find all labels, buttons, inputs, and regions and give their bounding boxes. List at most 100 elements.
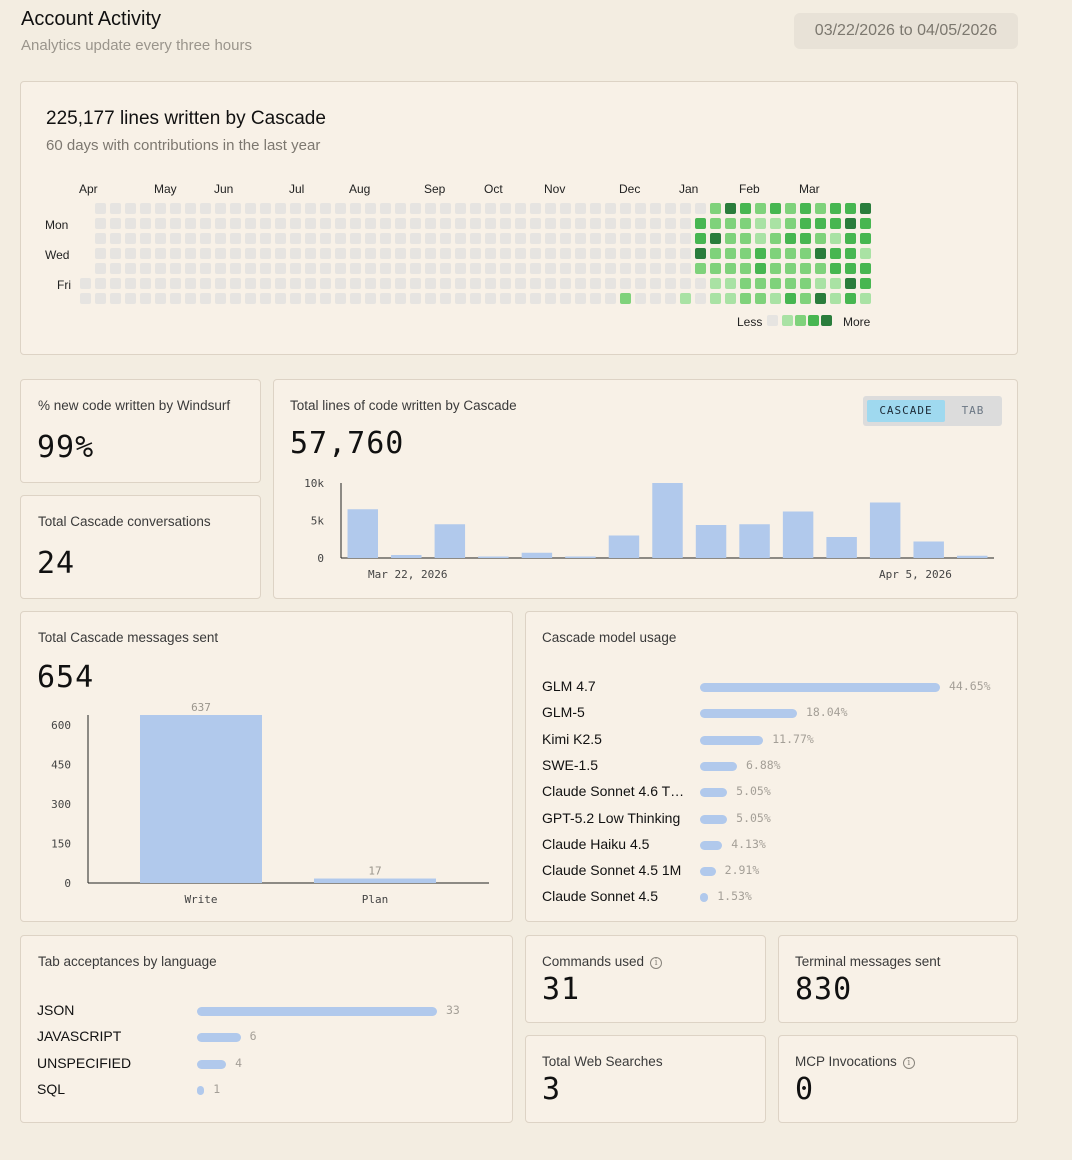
heatmap-cell[interactable] bbox=[245, 278, 256, 289]
heatmap-cell[interactable] bbox=[575, 263, 586, 274]
heatmap-cell[interactable] bbox=[710, 278, 721, 289]
heatmap-cell[interactable] bbox=[815, 278, 826, 289]
heatmap-cell[interactable] bbox=[485, 278, 496, 289]
heatmap-cell[interactable] bbox=[680, 218, 691, 229]
heatmap-cell[interactable] bbox=[725, 233, 736, 244]
heatmap-cell[interactable] bbox=[635, 263, 646, 274]
heatmap-cell[interactable] bbox=[830, 203, 841, 214]
heatmap-cell[interactable] bbox=[485, 203, 496, 214]
heatmap-cell[interactable] bbox=[575, 278, 586, 289]
heatmap-cell[interactable] bbox=[740, 203, 751, 214]
heatmap-cell[interactable] bbox=[860, 218, 871, 229]
heatmap-cell[interactable] bbox=[290, 293, 301, 304]
heatmap-cell[interactable] bbox=[815, 263, 826, 274]
heatmap-cell[interactable] bbox=[695, 263, 706, 274]
heatmap-cell[interactable] bbox=[710, 248, 721, 259]
heatmap-cell[interactable] bbox=[410, 248, 421, 259]
heatmap-cell[interactable] bbox=[215, 248, 226, 259]
heatmap-cell[interactable] bbox=[275, 203, 286, 214]
heatmap-cell[interactable] bbox=[485, 218, 496, 229]
heatmap-cell[interactable] bbox=[125, 233, 136, 244]
heatmap-cell[interactable] bbox=[635, 248, 646, 259]
heatmap-cell[interactable] bbox=[365, 233, 376, 244]
heatmap-cell[interactable] bbox=[470, 218, 481, 229]
heatmap-cell[interactable] bbox=[530, 248, 541, 259]
heatmap-cell[interactable] bbox=[110, 218, 121, 229]
heatmap-cell[interactable] bbox=[335, 203, 346, 214]
heatmap-cell[interactable] bbox=[170, 278, 181, 289]
heatmap-cell[interactable] bbox=[215, 233, 226, 244]
heatmap-cell[interactable] bbox=[335, 233, 346, 244]
heatmap-cell[interactable] bbox=[395, 263, 406, 274]
heatmap-cell[interactable] bbox=[335, 263, 346, 274]
heatmap-cell[interactable] bbox=[485, 263, 496, 274]
heatmap-cell[interactable] bbox=[620, 263, 631, 274]
heatmap-cell[interactable] bbox=[590, 218, 601, 229]
heatmap-cell[interactable] bbox=[275, 218, 286, 229]
heatmap-cell[interactable] bbox=[95, 293, 106, 304]
heatmap-cell[interactable] bbox=[575, 233, 586, 244]
heatmap-cell[interactable] bbox=[680, 233, 691, 244]
heatmap-cell[interactable] bbox=[710, 263, 721, 274]
heatmap-cell[interactable] bbox=[335, 248, 346, 259]
heatmap-cell[interactable] bbox=[455, 203, 466, 214]
heatmap-cell[interactable] bbox=[845, 233, 856, 244]
heatmap-cell[interactable] bbox=[245, 263, 256, 274]
heatmap-cell[interactable] bbox=[605, 203, 616, 214]
heatmap-cell[interactable] bbox=[845, 218, 856, 229]
heatmap-cell[interactable] bbox=[350, 203, 361, 214]
heatmap-cell[interactable] bbox=[620, 278, 631, 289]
heatmap-cell[interactable] bbox=[845, 293, 856, 304]
heatmap-cell[interactable] bbox=[170, 233, 181, 244]
heatmap-cell[interactable] bbox=[290, 203, 301, 214]
heatmap-cell[interactable] bbox=[545, 263, 556, 274]
heatmap-cell[interactable] bbox=[830, 278, 841, 289]
heatmap-cell[interactable] bbox=[290, 233, 301, 244]
heatmap-cell[interactable] bbox=[125, 248, 136, 259]
heatmap-cell[interactable] bbox=[770, 203, 781, 214]
heatmap-cell[interactable] bbox=[200, 293, 211, 304]
heatmap-cell[interactable] bbox=[440, 248, 451, 259]
heatmap-cell[interactable] bbox=[245, 248, 256, 259]
heatmap-cell[interactable] bbox=[140, 263, 151, 274]
heatmap-cell[interactable] bbox=[110, 248, 121, 259]
heatmap-cell[interactable] bbox=[320, 203, 331, 214]
heatmap-cell[interactable] bbox=[380, 248, 391, 259]
heatmap-cell[interactable] bbox=[605, 233, 616, 244]
heatmap-cell[interactable] bbox=[695, 293, 706, 304]
heatmap-cell[interactable] bbox=[380, 233, 391, 244]
heatmap-cell[interactable] bbox=[860, 263, 871, 274]
heatmap-cell[interactable] bbox=[320, 233, 331, 244]
heatmap-cell[interactable] bbox=[530, 263, 541, 274]
heatmap-cell[interactable] bbox=[635, 233, 646, 244]
heatmap-cell[interactable] bbox=[725, 293, 736, 304]
heatmap-cell[interactable] bbox=[680, 248, 691, 259]
heatmap-cell[interactable] bbox=[440, 293, 451, 304]
heatmap-cell[interactable] bbox=[800, 218, 811, 229]
heatmap-cell[interactable] bbox=[125, 203, 136, 214]
heatmap-cell[interactable] bbox=[95, 203, 106, 214]
heatmap-cell[interactable] bbox=[215, 293, 226, 304]
heatmap-cell[interactable] bbox=[320, 218, 331, 229]
heatmap-cell[interactable] bbox=[320, 293, 331, 304]
heatmap-cell[interactable] bbox=[560, 233, 571, 244]
heatmap-cell[interactable] bbox=[755, 248, 766, 259]
heatmap-cell[interactable] bbox=[155, 263, 166, 274]
heatmap-cell[interactable] bbox=[425, 293, 436, 304]
heatmap-cell[interactable] bbox=[275, 278, 286, 289]
heatmap-cell[interactable] bbox=[455, 293, 466, 304]
heatmap-cell[interactable] bbox=[830, 233, 841, 244]
heatmap-cell[interactable] bbox=[800, 293, 811, 304]
heatmap-cell[interactable] bbox=[275, 263, 286, 274]
heatmap-cell[interactable] bbox=[350, 218, 361, 229]
heatmap-cell[interactable] bbox=[500, 278, 511, 289]
heatmap-cell[interactable] bbox=[770, 248, 781, 259]
heatmap-cell[interactable] bbox=[815, 233, 826, 244]
heatmap-cell[interactable] bbox=[680, 293, 691, 304]
heatmap-cell[interactable] bbox=[260, 278, 271, 289]
heatmap-cell[interactable] bbox=[365, 278, 376, 289]
heatmap-cell[interactable] bbox=[635, 218, 646, 229]
heatmap-cell[interactable] bbox=[290, 218, 301, 229]
heatmap-cell[interactable] bbox=[230, 218, 241, 229]
heatmap-cell[interactable] bbox=[755, 233, 766, 244]
